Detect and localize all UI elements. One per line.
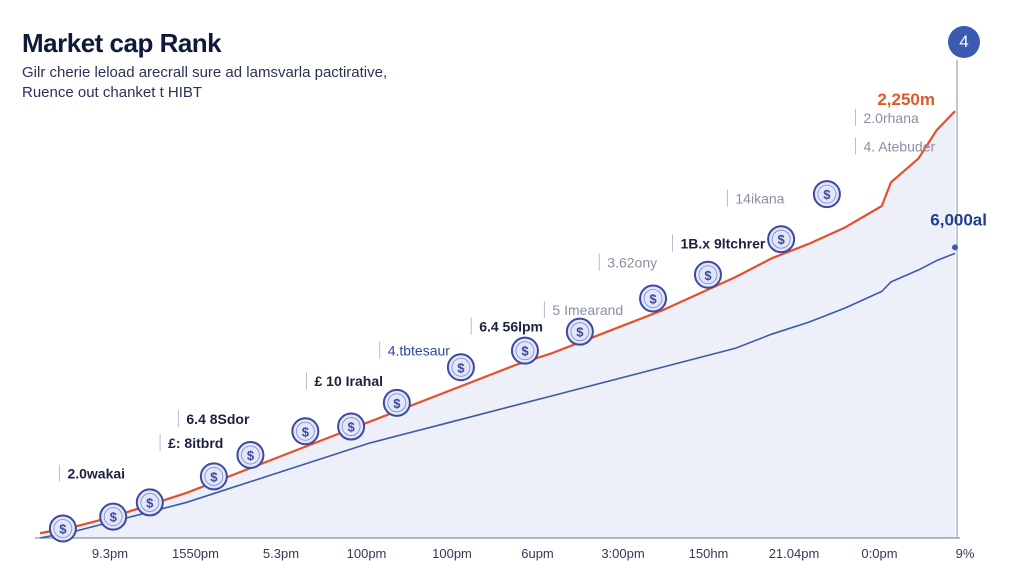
- chart-subtitle-line1: Gilr cherie leload arecrall sure ad lams…: [22, 64, 388, 81]
- coin-marker-ring: [771, 229, 791, 249]
- coin-marker: [337, 412, 366, 441]
- coin-marker-ring: [817, 184, 837, 204]
- coin-marker: [767, 225, 796, 254]
- coin-marker: [565, 317, 594, 346]
- coin-marker-ring: [241, 445, 260, 465]
- coin-marker-ring: [140, 493, 160, 512]
- coin-marker-symbol: $: [110, 510, 118, 525]
- coin-marker: [236, 441, 265, 469]
- coin-marker-symbol: $: [521, 344, 529, 359]
- annotation-label: 1B.x 9ltchrer: [681, 236, 766, 252]
- coin-marker: [99, 502, 128, 531]
- annotation-label: 3.62ony: [607, 255, 657, 271]
- chart-title: Market cap Rank: [22, 28, 222, 58]
- x-tick-label: 9%: [956, 546, 975, 561]
- coin-marker-symbol: $: [393, 396, 401, 411]
- coin-marker-ring: [387, 393, 407, 413]
- coin-marker-ring: [570, 322, 590, 342]
- coin-marker-ring: [451, 357, 471, 377]
- x-tick-label: 3:00pm: [601, 546, 644, 561]
- coin-marker-symbol: $: [59, 522, 67, 537]
- annotation-label: 5 Imearand: [552, 302, 623, 318]
- coin-marker-ring: [698, 265, 718, 285]
- annotation-label: £: 8itbrd: [168, 435, 223, 451]
- coin-marker: [382, 388, 411, 417]
- coin-marker: [199, 462, 228, 491]
- coin-marker-ring: [103, 507, 123, 527]
- rank-badge[interactable]: 4: [948, 26, 980, 58]
- coin-marker-ring: [643, 289, 663, 308]
- coin-marker-symbol: $: [823, 187, 831, 202]
- coin-marker-symbol: $: [247, 448, 255, 463]
- coin-marker: [48, 514, 77, 543]
- annotation-label: 4.tbtesaur: [388, 342, 451, 358]
- coin-marker-ring: [295, 421, 315, 441]
- coin-marker: [446, 353, 475, 382]
- coin-marker-symbol: $: [576, 325, 584, 340]
- annotation-label: 6.4 8Sdor: [186, 411, 250, 427]
- x-tick-label: 100pm: [432, 546, 472, 561]
- series-line-red: [39, 110, 956, 535]
- coin-marker: [639, 284, 668, 313]
- coin-marker-symbol: $: [704, 268, 712, 283]
- coin-marker: [693, 260, 722, 289]
- x-tick-label: 150hm: [689, 546, 729, 561]
- annotation-label: 2.0wakai: [67, 466, 125, 482]
- x-tick-label: 0:0pm: [861, 546, 897, 561]
- coin-marker: [812, 180, 841, 209]
- coin-marker-symbol: $: [778, 232, 786, 247]
- coin-marker-ring: [515, 341, 535, 361]
- end-label-blue: 6,000al: [930, 210, 987, 229]
- x-tick-label: 100pm: [347, 546, 387, 561]
- coin-marker-symbol: $: [347, 420, 355, 435]
- chart-subtitle-line2: Ruence out chanket t HIBT: [22, 84, 203, 101]
- x-tick-label: 1550pm: [172, 546, 219, 561]
- coin-marker-ring: [341, 417, 361, 436]
- annotation-label: 4. Atebuder: [864, 138, 936, 154]
- coin-marker: [135, 488, 164, 517]
- coin-marker-symbol: $: [649, 291, 657, 306]
- coin-marker: [291, 417, 320, 446]
- annotation-label: 2.0rhana: [864, 110, 919, 126]
- x-tick-label: 5.3pm: [263, 546, 299, 561]
- series-area-fill: [40, 111, 955, 539]
- coin-marker-symbol: $: [457, 360, 465, 375]
- annotation-label: £ 10 Irahal: [315, 373, 384, 389]
- coin-marker-ring: [204, 466, 224, 486]
- end-label-red: 2,250m: [877, 90, 935, 109]
- coin-marker-symbol: $: [146, 495, 154, 510]
- x-tick-label: 21.04pm: [769, 546, 820, 561]
- coin-marker: [510, 336, 539, 365]
- annotation-label: 14ikana: [735, 191, 784, 207]
- series-line-blue: [39, 252, 956, 539]
- coin-marker-symbol: $: [210, 469, 218, 484]
- x-tick-label: 6upm: [521, 546, 554, 561]
- coin-marker-ring: [53, 519, 73, 538]
- annotation-label: 6.4 56lpm: [479, 319, 543, 335]
- x-tick-label: 9.3pm: [92, 546, 128, 561]
- coin-marker-symbol: $: [302, 424, 310, 439]
- blue-end-point: [952, 244, 958, 251]
